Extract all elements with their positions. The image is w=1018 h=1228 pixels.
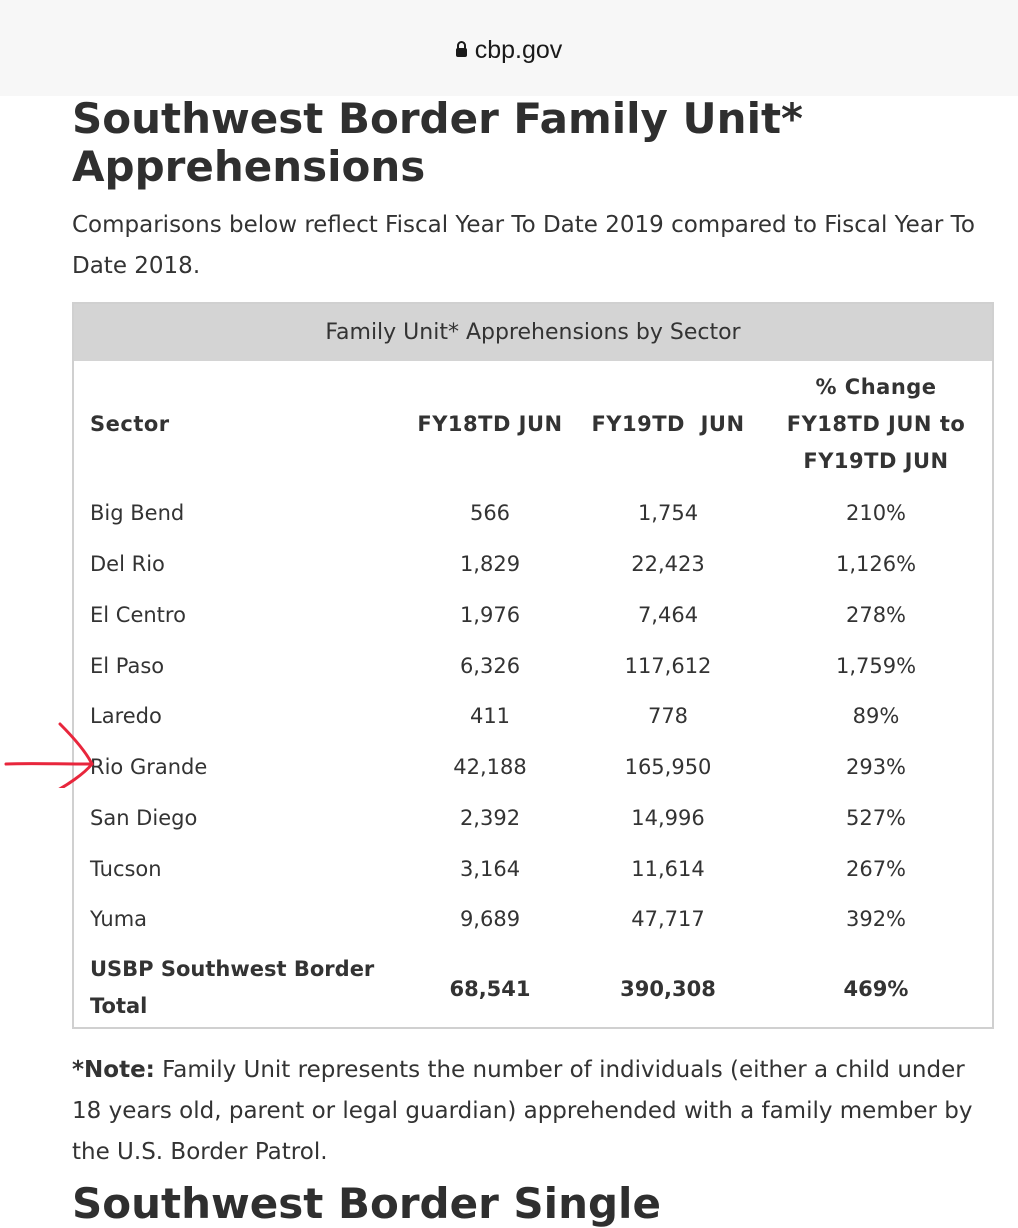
- table-row-fy18: 411: [469, 704, 511, 728]
- table-row-sector: Tucson: [90, 857, 162, 881]
- total-row-fy18: 68,541: [449, 977, 531, 1001]
- table-row-sector: El Centro: [90, 603, 186, 627]
- url-domain: cbp.gov: [474, 36, 563, 64]
- table-row-fy19: 47,717: [631, 907, 705, 931]
- table-row-sector: Big Bend: [90, 501, 185, 525]
- table-row-change: 267%: [845, 857, 907, 881]
- table-row-fy18: 2,392: [459, 806, 521, 830]
- total-label-line-2: Total: [90, 994, 148, 1018]
- table-row-fy19: 14,996: [631, 806, 705, 830]
- footnote: *Note: Family Unit represents the number…: [72, 1050, 992, 1173]
- table-row-change: 210%: [845, 501, 907, 525]
- table-row-fy18: 3,164: [459, 857, 521, 881]
- table-row-fy19: 22,423: [631, 552, 705, 576]
- total-row-fy19: 390,308: [620, 977, 716, 1001]
- apprehensions-table: Family Unit* Apprehensions by Sector Sec…: [72, 302, 994, 1029]
- table-row-fy19: 11,614: [631, 857, 705, 881]
- table-row-fy18: 1,829: [459, 552, 521, 576]
- table-row-fy18: 9,689: [459, 907, 521, 931]
- table-row-fy19: 778: [647, 704, 689, 728]
- header-fy19: FY19TD JUN: [591, 412, 745, 436]
- lock-icon: [455, 41, 467, 57]
- table-row-sector: Laredo: [90, 704, 162, 728]
- url-display[interactable]: cbp.gov: [0, 36, 1018, 65]
- browser-address-bar[interactable]: cbp.gov: [0, 0, 1018, 96]
- intro-text: Comparisons below reflect Fiscal Year To…: [72, 212, 975, 279]
- table-row-change: 527%: [845, 806, 907, 830]
- header-sector: Sector: [90, 412, 170, 436]
- table-row-change: 293%: [845, 755, 907, 779]
- table-row-sector: San Diego: [90, 806, 198, 830]
- table-row-fy19: 165,950: [624, 755, 712, 779]
- table-row-fy19: 117,612: [624, 654, 712, 678]
- header-change-line-2: FY18TD JUN to: [786, 412, 966, 436]
- table-row-change: 278%: [845, 603, 907, 627]
- table-row-fy18: 42,188: [453, 755, 527, 779]
- page-title: Southwest Border Family Unit* Apprehensi…: [72, 94, 804, 191]
- table-row-change: 392%: [845, 907, 907, 931]
- table-row-change: 1,759%: [835, 654, 917, 678]
- table-row-change: 1,126%: [835, 552, 917, 576]
- red-arrow-annotation: [4, 722, 94, 788]
- table-row-change: 89%: [852, 704, 900, 728]
- footnote-label: *Note:: [72, 1057, 155, 1083]
- footnote-text: Family Unit represents the number of ind…: [72, 1057, 973, 1165]
- header-change-line-1: % Change: [815, 375, 937, 399]
- total-row-label: USBP Southwest Border Total: [90, 951, 374, 1025]
- next-section-heading: Southwest Border Single: [72, 1179, 661, 1228]
- header-fy18: FY18TD JUN: [417, 412, 563, 436]
- table-row-fy18: 566: [469, 501, 511, 525]
- table-row-sector: Yuma: [90, 907, 148, 931]
- table-row-sector: Del Rio: [90, 552, 165, 576]
- header-change-line-3: FY19TD JUN: [803, 449, 949, 473]
- table-row-fy18: 6,326: [459, 654, 521, 678]
- table-row-fy19: 7,464: [637, 603, 699, 627]
- table-row-sector-highlighted: Rio Grande: [90, 755, 208, 779]
- header-change: % Change FY18TD JUN to FY19TD JUN: [771, 369, 981, 480]
- table-row-fy18: 1,976: [459, 603, 521, 627]
- table-caption: Family Unit* Apprehensions by Sector: [74, 304, 992, 361]
- table-row-sector: El Paso: [90, 654, 165, 678]
- total-row-change: 469%: [843, 977, 909, 1001]
- total-label-line-1: USBP Southwest Border: [90, 957, 375, 981]
- table-row-fy19: 1,754: [637, 501, 699, 525]
